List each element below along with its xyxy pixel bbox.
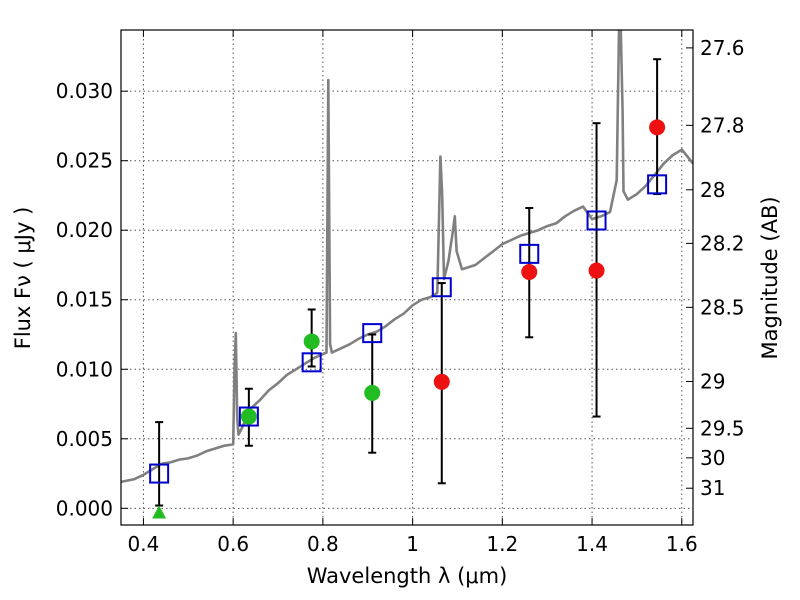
x-tick-label: 1.6: [666, 532, 698, 556]
y-tick-label: 0.030: [56, 79, 113, 103]
y2-tick-label: 29.5: [700, 416, 745, 440]
model-photometry-square: [647, 174, 668, 195]
y-tick-label: 0.000: [56, 496, 113, 520]
y-tick-label: 0.020: [56, 218, 113, 242]
model-photometry-square: [301, 352, 322, 373]
model-photometry-square: [362, 323, 383, 344]
red-data-point: [588, 262, 605, 279]
plot-content: [121, 30, 693, 519]
y-tick-label: 0.015: [56, 288, 113, 312]
y2-tick-label: 27.8: [700, 113, 745, 137]
red-data-point: [649, 119, 666, 136]
model-photometry-square: [238, 406, 259, 427]
model-photometry-square: [519, 243, 540, 264]
y-tick-label: 0.010: [56, 357, 113, 381]
x-tick-label: 1.4: [576, 532, 608, 556]
plot-area: [121, 30, 693, 519]
model-photometry-square: [431, 277, 452, 298]
y-tick-label: 0.005: [56, 427, 113, 451]
y2-tick-label: 28.2: [700, 231, 745, 255]
model-spectrum-line: [121, 30, 693, 484]
x-tick-label: 1: [406, 532, 419, 556]
green-data-point: [364, 384, 381, 401]
x-tick-label: 0.6: [217, 532, 249, 556]
y2-tick-label: 29: [700, 370, 725, 394]
x-tick-label: 0.4: [128, 532, 160, 556]
x-tick-label: 1.2: [486, 532, 518, 556]
model-photometry-square: [149, 463, 170, 484]
y-tick-label: 0.025: [56, 149, 113, 173]
green-data-point: [303, 333, 320, 350]
y2-tick-label: 31: [700, 476, 725, 500]
axis-ticks: 0.4 0.6 0.8 1 1.2 1.4 1.6 0.000 0.005 0.010 0.015 0…: [56, 30, 745, 556]
green-upper-limit-point: [152, 505, 167, 519]
x-axis-label: Wavelength λ (μm): [307, 564, 508, 588]
model-photometry-square: [586, 210, 607, 231]
y2-tick-label: 30: [700, 446, 725, 470]
green-data-point: [240, 408, 257, 425]
red-data-point: [433, 373, 450, 390]
x-tick-label: 0.8: [307, 532, 339, 556]
y2-tick-label: 28: [700, 178, 725, 202]
plot-frame: [120, 29, 694, 526]
red-data-point: [521, 263, 538, 280]
grid-lines: [121, 30, 693, 525]
y2-tick-label: 27.6: [700, 36, 745, 60]
y2-tick-label: 28.5: [700, 295, 745, 319]
y2-axis-label: Magnitude (AB): [758, 196, 782, 359]
y-axis-label: Flux Fν ( μJy ): [11, 207, 35, 350]
